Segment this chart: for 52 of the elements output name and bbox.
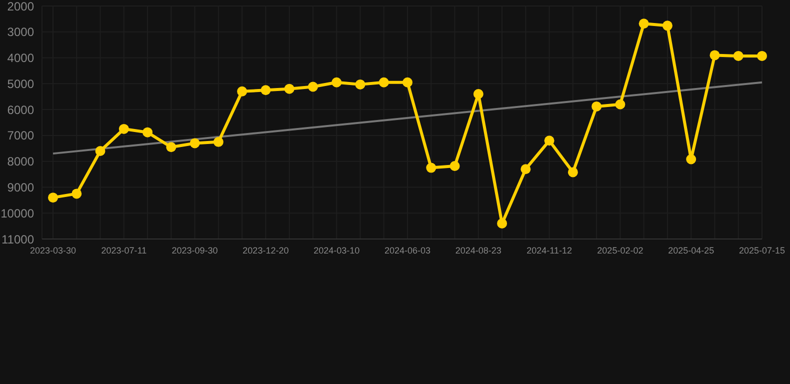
point (118, 124, 129, 134)
y-tick-label: 4000 (7, 51, 34, 66)
point (378, 77, 389, 88)
x-tick-label: 2024-11-12 (526, 245, 572, 256)
x-tick-label: 2024-03-10 (314, 245, 360, 256)
point (426, 162, 436, 173)
y-tick-label: 8000 (7, 154, 34, 169)
point (710, 50, 720, 60)
point (520, 164, 531, 174)
y-tick-label: 11000 (2, 232, 34, 246)
point (638, 18, 649, 29)
point (544, 136, 554, 146)
point (686, 154, 696, 164)
y-tick-label: 5000 (7, 76, 34, 91)
point (615, 99, 626, 110)
point (95, 146, 106, 156)
point (568, 167, 578, 178)
point (662, 20, 672, 31)
x-tick-label: 2024-06-03 (384, 245, 431, 256)
point (402, 77, 412, 88)
point (497, 218, 508, 228)
point (308, 82, 318, 92)
point (284, 84, 294, 94)
point (237, 86, 248, 96)
point (142, 127, 153, 138)
point (450, 160, 460, 171)
x-tick-label: 2023-12-20 (242, 245, 289, 256)
point (190, 138, 200, 148)
x-tick-label: 2025-02-02 (597, 245, 644, 256)
x-tick-label: 2023-03-30 (30, 245, 76, 256)
point (355, 79, 366, 90)
x-tick-label: 2024-08-23 (455, 245, 502, 256)
point (733, 50, 744, 61)
point (332, 77, 342, 88)
y-tick-label: 9000 (7, 180, 34, 194)
y-tick-label: 7000 (7, 128, 34, 143)
x-tick-label: 2023-09-30 (172, 245, 218, 256)
x-tick-label: 2023-07-11 (101, 245, 147, 256)
point (757, 50, 767, 61)
y-tick-label: 3000 (7, 25, 34, 40)
x-tick-label: 2025-04-25 (668, 245, 714, 256)
point (213, 136, 224, 147)
point (473, 89, 484, 100)
point (72, 188, 82, 199)
y-tick-label: 2000 (7, 0, 34, 14)
x-tick-label: 2025-07-15 (738, 245, 786, 256)
y-tick-label: 6000 (7, 102, 34, 117)
point (48, 192, 58, 203)
point (260, 85, 271, 96)
y-tick-label: 10000 (0, 206, 34, 220)
point (166, 142, 176, 152)
point (592, 101, 602, 112)
